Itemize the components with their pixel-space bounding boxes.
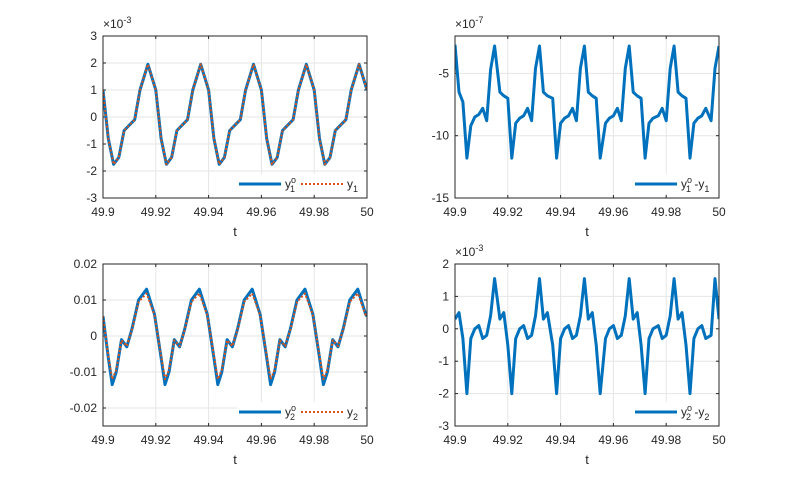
- y-tick-label: -5: [438, 66, 449, 80]
- legend-label: y1: [347, 177, 358, 194]
- series-line-1: [103, 287, 367, 387]
- subplot-1: 49.9 49.92 49.94 49.96 49.98 50 3 2 1 0 -1 -2 -3 ×10-…: [86, 15, 374, 239]
- legend: yo 2 -y2: [633, 402, 717, 422]
- y-tick-label: 1: [90, 83, 97, 97]
- y-tick-label: -2: [86, 164, 97, 178]
- plot-area: [103, 264, 367, 426]
- x-tick-label: 49.9: [91, 205, 115, 219]
- y-tick-label: -0.02: [70, 401, 98, 415]
- legend-label: yo 1 -y1: [681, 175, 709, 194]
- x-tick-label: 49.94: [194, 433, 224, 447]
- legend-label: y2: [347, 405, 358, 422]
- series-line-2: [103, 63, 367, 166]
- x-tick-label: 49.94: [546, 205, 576, 219]
- y-tick-label: -2: [438, 387, 449, 401]
- legend: yo 1 y1: [237, 174, 365, 194]
- subplot-3: 49.9 49.92 49.94 49.96 49.98 50 0.02 0.01 0 -0.01…: [70, 257, 374, 467]
- axes-box: [454, 263, 720, 427]
- x-tick-label: 49.98: [651, 205, 681, 219]
- x-tick-label: 50: [712, 205, 726, 219]
- x-tick-label: 49.98: [299, 205, 329, 219]
- x-tick-label: 49.9: [443, 205, 467, 219]
- axes-box: [454, 35, 720, 199]
- y-tick-label: 0: [90, 329, 97, 343]
- y-tick-label: 0: [442, 322, 449, 336]
- y-tick-label: -15: [432, 191, 450, 205]
- y-tick-label: -1: [86, 137, 97, 151]
- axis-exponent-label: ×10-3: [455, 243, 483, 259]
- x-tick-label: 49.9: [443, 433, 467, 447]
- y-tick-label: 2: [90, 56, 97, 70]
- axes-box: [102, 35, 368, 199]
- axis-exponent-label: ×10-7: [455, 15, 483, 31]
- y-tick-label: 0.01: [74, 293, 98, 307]
- y-tick-label: 2: [442, 257, 449, 271]
- series-line-1: [455, 277, 719, 396]
- y-tick-label: 1: [442, 289, 449, 303]
- legend: yo 1 -y1: [633, 174, 717, 194]
- x-tick-label: 50: [712, 433, 726, 447]
- x-tick-label: 49.96: [246, 205, 276, 219]
- y-tick-label: -1: [438, 354, 449, 368]
- y-tick-label: 0.02: [74, 257, 98, 271]
- x-tick-label: 50: [360, 205, 374, 219]
- x-tick-label: 49.92: [493, 433, 523, 447]
- x-tick-label: 49.98: [651, 433, 681, 447]
- x-tick-label: 49.96: [246, 433, 276, 447]
- axis-exponent-label: ×10-3: [103, 15, 131, 31]
- x-tick-label: 49.96: [598, 433, 628, 447]
- legend-label: yo 1: [285, 175, 296, 194]
- series-line-1: [455, 44, 719, 160]
- subplot-4: 49.9 49.92 49.94 49.96 49.98 50 2 1 0 -1 -2 -3 ×10-3…: [438, 243, 726, 467]
- y-tick-label: 3: [90, 29, 97, 43]
- legend: yo 2 y2: [237, 402, 365, 422]
- y-tick-label: -3: [438, 419, 449, 433]
- legend-label: yo 2 -y2: [681, 403, 709, 422]
- y-tick-label: -0.01: [70, 365, 98, 379]
- x-tick-label: 49.92: [141, 205, 171, 219]
- x-axis-label: t: [585, 452, 589, 467]
- x-axis-label: t: [233, 224, 237, 239]
- x-tick-label: 49.96: [598, 205, 628, 219]
- x-axis-label: t: [585, 224, 589, 239]
- x-tick-label: 49.9: [91, 433, 115, 447]
- y-tick-label: -3: [86, 191, 97, 205]
- legend-label: yo 2: [285, 403, 296, 422]
- axes-box: [102, 263, 368, 427]
- x-axis-label: t: [233, 452, 237, 467]
- x-tick-label: 49.98: [299, 433, 329, 447]
- y-tick-label: 0: [90, 110, 97, 124]
- series-line-2: [103, 292, 367, 381]
- subplot-2: 49.9 49.92 49.94 49.96 49.98 50 -5 -10 -15 ×10-7 t…: [432, 15, 726, 239]
- y-tick-label: -10: [432, 129, 450, 143]
- x-tick-label: 49.94: [194, 205, 224, 219]
- x-tick-label: 49.92: [493, 205, 523, 219]
- x-tick-label: 49.92: [141, 433, 171, 447]
- x-tick-label: 50: [360, 433, 374, 447]
- x-tick-label: 49.94: [546, 433, 576, 447]
